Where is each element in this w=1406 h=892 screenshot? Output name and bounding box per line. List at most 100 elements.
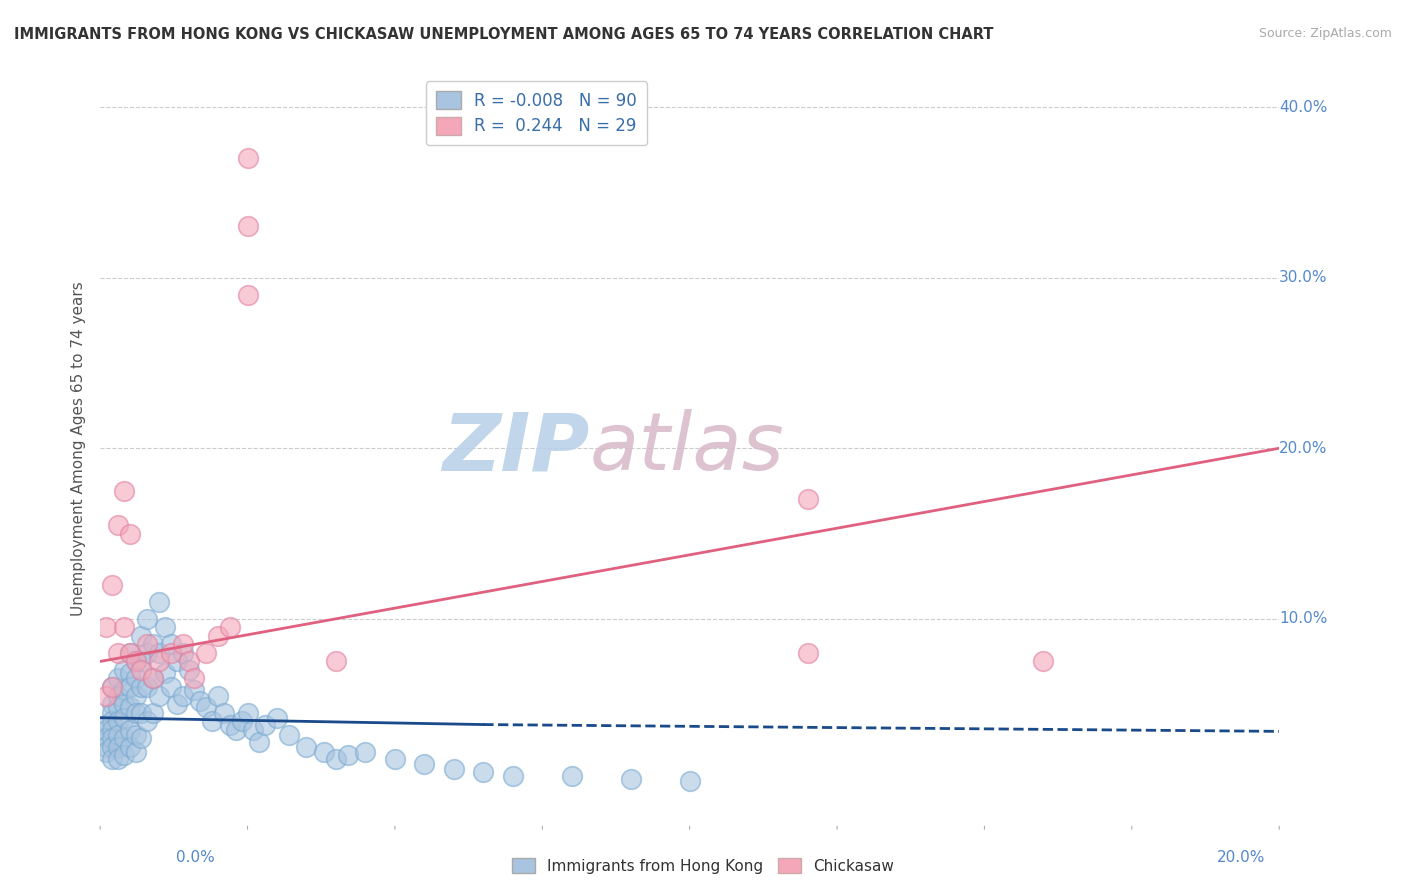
Y-axis label: Unemployment Among Ages 65 to 74 years: Unemployment Among Ages 65 to 74 years <box>72 281 86 615</box>
Point <box>112 683 135 698</box>
Point <box>195 646 218 660</box>
Point <box>160 646 183 660</box>
Point <box>107 672 129 686</box>
Point <box>142 672 165 686</box>
Point <box>94 620 117 634</box>
Point <box>679 773 702 788</box>
Point <box>131 731 153 746</box>
Point <box>247 734 270 748</box>
Point <box>183 672 205 686</box>
Point <box>124 706 146 720</box>
Point <box>112 620 135 634</box>
Point <box>107 714 129 728</box>
Point <box>107 739 129 754</box>
Point <box>131 680 153 694</box>
Point <box>124 728 146 742</box>
Point <box>118 646 141 660</box>
Point <box>254 717 277 731</box>
Point <box>561 769 583 783</box>
Point <box>502 769 524 783</box>
Point <box>118 700 141 714</box>
Text: 20.0%: 20.0% <box>1279 441 1327 456</box>
Point <box>148 655 170 669</box>
Point <box>218 620 240 634</box>
Point <box>172 637 194 651</box>
Text: IMMIGRANTS FROM HONG KONG VS CHICKASAW UNEMPLOYMENT AMONG AGES 65 TO 74 YEARS CO: IMMIGRANTS FROM HONG KONG VS CHICKASAW U… <box>14 27 994 42</box>
Point <box>231 714 253 728</box>
Point <box>124 655 146 669</box>
Point <box>112 711 135 725</box>
Point <box>266 711 288 725</box>
Point <box>124 689 146 703</box>
Point <box>325 752 347 766</box>
Point <box>118 646 141 660</box>
Point <box>207 629 229 643</box>
Point <box>148 689 170 703</box>
Point <box>142 672 165 686</box>
Point <box>384 752 406 766</box>
Point <box>148 595 170 609</box>
Point <box>136 637 159 651</box>
Point <box>118 680 141 694</box>
Point <box>112 731 135 746</box>
Point <box>148 646 170 660</box>
Point <box>177 655 200 669</box>
Point <box>136 612 159 626</box>
Point <box>101 680 124 694</box>
Point <box>94 717 117 731</box>
Point <box>242 723 264 737</box>
Point <box>212 706 235 720</box>
Point <box>236 706 259 720</box>
Point <box>124 655 146 669</box>
Point <box>107 518 129 533</box>
Point <box>172 646 194 660</box>
Point <box>107 700 129 714</box>
Point <box>101 697 124 711</box>
Point <box>101 680 124 694</box>
Point <box>153 620 176 634</box>
Point <box>107 646 129 660</box>
Point <box>172 689 194 703</box>
Point <box>131 663 153 677</box>
Point <box>101 714 124 728</box>
Point <box>236 151 259 165</box>
Point <box>177 663 200 677</box>
Point <box>325 655 347 669</box>
Point <box>413 756 436 771</box>
Point <box>131 629 153 643</box>
Point <box>136 714 159 728</box>
Text: 10.0%: 10.0% <box>1279 611 1327 626</box>
Point <box>107 689 129 703</box>
Point <box>112 697 135 711</box>
Point <box>94 731 117 746</box>
Point <box>131 655 153 669</box>
Point <box>207 689 229 703</box>
Point <box>101 752 124 766</box>
Point <box>201 714 224 728</box>
Point <box>94 689 117 703</box>
Point <box>142 706 165 720</box>
Point <box>796 492 818 507</box>
Point <box>336 748 359 763</box>
Point <box>796 646 818 660</box>
Point <box>101 731 124 746</box>
Point <box>218 717 240 731</box>
Point <box>136 646 159 660</box>
Point <box>188 694 211 708</box>
Text: atlas: atlas <box>589 409 785 487</box>
Point <box>166 655 188 669</box>
Point <box>277 728 299 742</box>
Point <box>160 680 183 694</box>
Point <box>1032 655 1054 669</box>
Point <box>118 666 141 681</box>
Point <box>236 287 259 301</box>
Point <box>166 697 188 711</box>
Text: 20.0%: 20.0% <box>1218 850 1265 865</box>
Point <box>112 483 135 498</box>
Point <box>101 577 124 591</box>
Text: Source: ZipAtlas.com: Source: ZipAtlas.com <box>1258 27 1392 40</box>
Point <box>160 637 183 651</box>
Text: 0.0%: 0.0% <box>176 850 215 865</box>
Legend: R = -0.008   N = 90, R =  0.244   N = 29: R = -0.008 N = 90, R = 0.244 N = 29 <box>426 81 647 145</box>
Point <box>142 637 165 651</box>
